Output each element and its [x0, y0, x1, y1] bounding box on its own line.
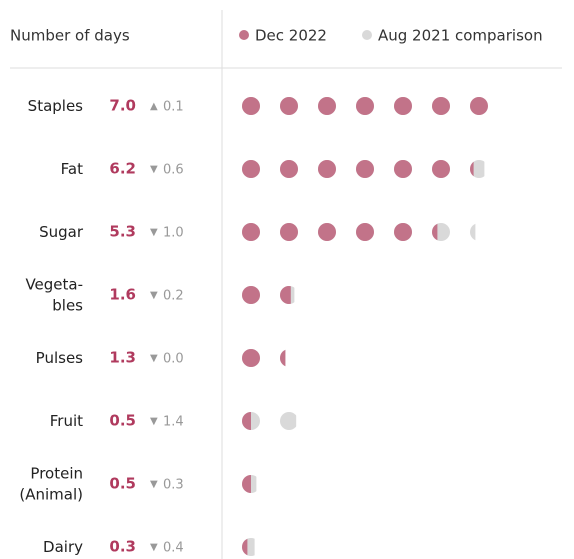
dot: [242, 538, 248, 556]
value-label: 1.6: [109, 286, 136, 304]
dot: [280, 349, 286, 367]
dot: [242, 97, 260, 115]
change-label: 0.3: [163, 478, 184, 493]
row-label: Pulses: [36, 349, 83, 367]
row-label-line: Staples: [28, 97, 84, 115]
row-label: Staples: [28, 97, 84, 115]
row-label-line: Protein: [30, 464, 83, 482]
dot: [242, 475, 251, 493]
row-label: Dairy: [43, 538, 83, 556]
change-label: 1.4: [163, 415, 184, 430]
legend-label: Aug 2021 comparison: [378, 27, 543, 45]
dot: [394, 223, 412, 241]
dot: [242, 349, 260, 367]
dot: [394, 160, 412, 178]
change-arrow: ▼: [150, 542, 158, 553]
dot: [280, 160, 298, 178]
change-label: 0.1: [163, 100, 184, 115]
change-arrow: ▼: [150, 290, 158, 301]
row-label: Vegeta-bles: [25, 275, 83, 314]
dot: [242, 160, 260, 178]
dot: [356, 97, 374, 115]
change-label: 0.6: [163, 163, 184, 178]
change-arrow: ▼: [150, 227, 158, 238]
dot: [280, 286, 291, 304]
axis-label: Number of days: [10, 27, 130, 45]
dot: [470, 161, 474, 177]
value-label: 1.3: [109, 349, 136, 367]
legend-label: Dec 2022: [255, 27, 327, 45]
row-label: Sugar: [39, 223, 84, 241]
dot: [432, 97, 450, 115]
dot: [318, 223, 336, 241]
change-label: 0.2: [163, 289, 184, 304]
value-label: 6.2: [109, 160, 136, 178]
change-label: 1.0: [163, 226, 184, 241]
dot: [356, 160, 374, 178]
dot: [356, 223, 374, 241]
dot: [318, 160, 336, 178]
row-label-line: Pulses: [36, 349, 83, 367]
change-label: 0.4: [163, 541, 184, 556]
row-label: Fruit: [50, 412, 83, 430]
row-label: Protein (Animal): [19, 464, 83, 503]
row-label-line: Fruit: [50, 412, 83, 430]
dot: [242, 286, 260, 304]
change-arrow: ▼: [150, 353, 158, 364]
value-label: 0.5: [109, 475, 136, 493]
dot: [470, 160, 485, 178]
dot: [280, 97, 298, 115]
row-label-line: Dairy: [43, 538, 83, 556]
dot: [470, 97, 488, 115]
row-label-line: Sugar: [39, 223, 84, 241]
legend-swatch: [362, 30, 372, 40]
dot: [432, 223, 438, 241]
dot: [432, 160, 450, 178]
dot: [242, 223, 260, 241]
row-label-line: (Animal): [19, 485, 83, 503]
dot: [394, 97, 412, 115]
row-label: Fat: [61, 160, 83, 178]
row-label-line: Fat: [61, 160, 83, 178]
dot: [242, 412, 251, 430]
value-label: 5.3: [109, 223, 136, 241]
row-label-line: bles: [52, 296, 83, 314]
legend-swatch: [239, 30, 249, 40]
change-arrow: ▲: [150, 101, 158, 112]
dot: [470, 223, 476, 241]
row-label-line: Vegeta-: [25, 275, 83, 293]
value-label: 0.5: [109, 412, 136, 430]
dot: [318, 97, 336, 115]
value-label: 7.0: [109, 97, 136, 115]
change-label: 0.0: [163, 352, 184, 367]
change-arrow: ▼: [150, 479, 158, 490]
change-arrow: ▼: [150, 416, 158, 427]
dot: [280, 412, 297, 430]
value-label: 0.3: [109, 538, 136, 556]
dot: [280, 223, 298, 241]
change-arrow: ▼: [150, 164, 158, 175]
